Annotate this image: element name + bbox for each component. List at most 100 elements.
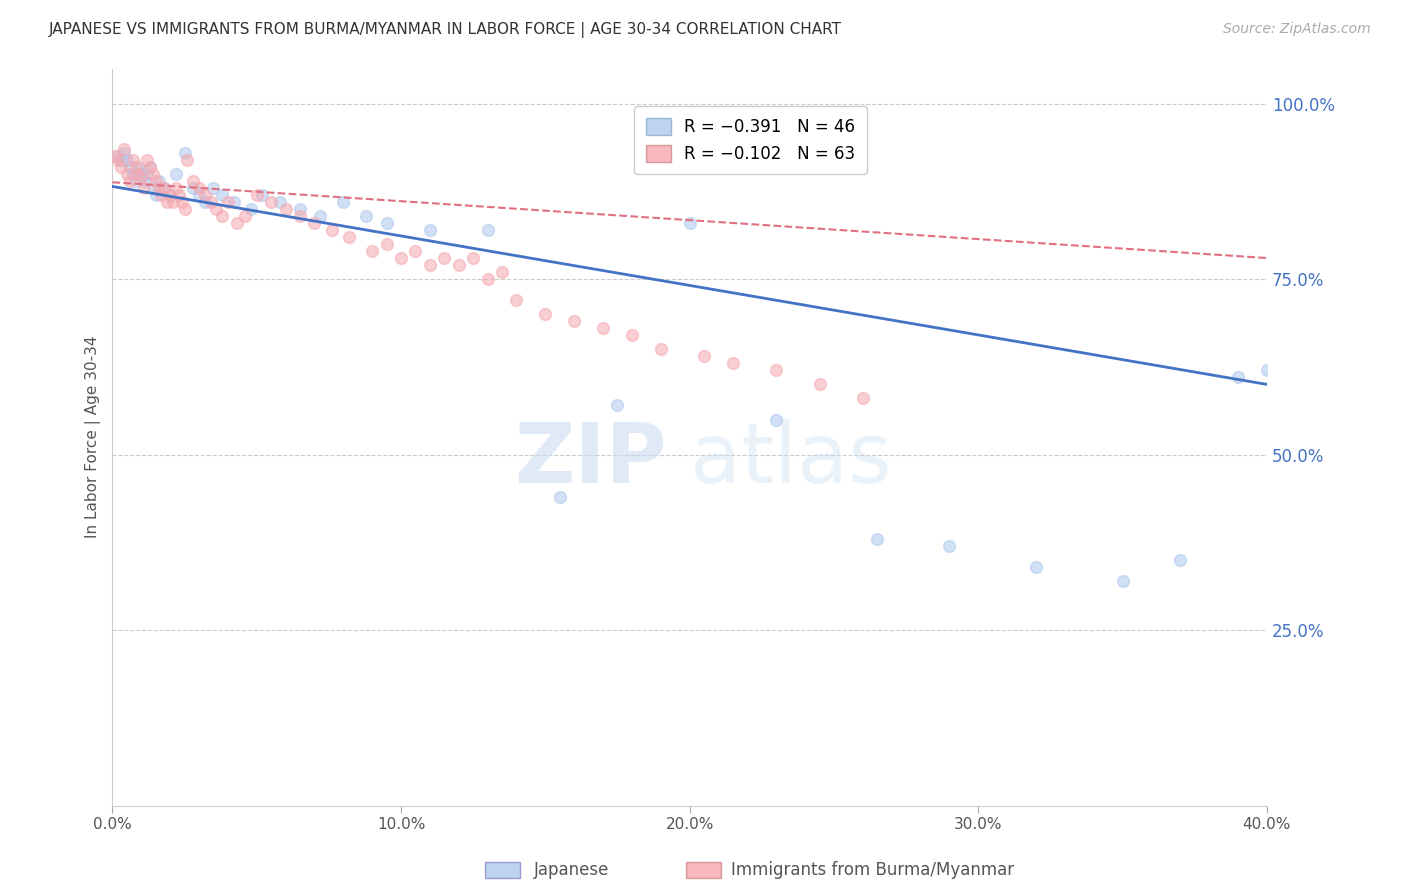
Point (233, 209, 256, 223)
Point (211, 209, 233, 223)
Point (145, 187, 167, 202)
Point (115, 167, 138, 181)
Point (124, 160, 146, 174)
Point (606, 399, 628, 413)
Point (188, 181, 211, 195)
Point (139, 160, 162, 174)
Point (217, 194, 239, 209)
Point (145, 174, 167, 188)
Point (1168, 553, 1191, 567)
Point (118, 160, 141, 174)
Point (127, 167, 149, 181)
Point (110, 153, 132, 167)
Point (592, 321, 614, 335)
Point (419, 223, 441, 237)
Point (148, 174, 170, 188)
Point (375, 237, 398, 252)
Point (404, 244, 426, 258)
Point (721, 356, 744, 370)
Point (107, 149, 129, 163)
Point (447, 258, 470, 272)
Point (866, 532, 889, 546)
Point (148, 181, 170, 195)
Point (222, 194, 245, 209)
Point (181, 181, 204, 195)
Point (562, 314, 585, 328)
Point (288, 202, 311, 216)
Point (194, 194, 217, 209)
Point (115, 153, 138, 167)
Text: atlas: atlas (690, 418, 891, 500)
Point (153, 181, 176, 195)
Point (202, 181, 225, 195)
Point (361, 244, 384, 258)
Point (1227, 370, 1250, 384)
Point (129, 167, 152, 181)
Point (129, 170, 152, 185)
Point (112, 142, 135, 156)
Point (620, 328, 643, 343)
Point (321, 223, 343, 237)
Point (159, 187, 181, 202)
Point (134, 174, 156, 188)
Point (165, 167, 187, 181)
Point (1025, 560, 1047, 574)
Point (389, 251, 412, 265)
Point (188, 187, 211, 202)
Point (112, 145, 135, 160)
Point (142, 181, 165, 195)
Point (150, 187, 173, 202)
Point (491, 265, 513, 279)
Point (104, 149, 127, 163)
Point (173, 202, 195, 216)
Point (337, 230, 360, 244)
Y-axis label: In Labor Force | Age 30-34: In Labor Force | Age 30-34 (86, 335, 101, 538)
Text: Japanese: Japanese (534, 861, 610, 879)
Point (274, 202, 297, 216)
Point (852, 392, 875, 406)
Point (239, 202, 262, 216)
Point (205, 202, 228, 216)
Point (534, 307, 557, 321)
Point (463, 251, 485, 265)
Point (118, 174, 141, 188)
Point (1111, 574, 1133, 588)
Point (176, 153, 198, 167)
Point (477, 223, 499, 237)
Point (156, 194, 179, 209)
Point (136, 153, 159, 167)
Point (548, 490, 571, 504)
Point (246, 187, 269, 202)
Point (173, 145, 195, 160)
Point (181, 174, 204, 188)
Point (938, 539, 960, 553)
Point (693, 349, 716, 363)
Point (153, 181, 176, 195)
Point (375, 216, 398, 230)
Point (139, 160, 162, 174)
Point (260, 194, 283, 209)
Text: ZIP: ZIP (515, 418, 666, 500)
Point (269, 194, 291, 209)
Point (127, 160, 149, 174)
Text: JAPANESE VS IMMIGRANTS FROM BURMA/MYANMAR IN LABOR FORCE | AGE 30-34 CORRELATION: JAPANESE VS IMMIGRANTS FROM BURMA/MYANMA… (49, 22, 842, 38)
Point (121, 153, 143, 167)
Point (288, 209, 311, 223)
Point (252, 187, 274, 202)
Point (194, 187, 217, 202)
Point (107, 153, 129, 167)
Text: Source: ZipAtlas.com: Source: ZipAtlas.com (1223, 22, 1371, 37)
Point (121, 167, 143, 181)
Point (134, 181, 156, 195)
Point (650, 343, 672, 357)
Point (433, 251, 456, 265)
Point (211, 187, 233, 202)
Point (142, 167, 165, 181)
Point (309, 209, 332, 223)
Point (765, 363, 787, 377)
Point (159, 187, 181, 202)
Point (304, 216, 326, 230)
Point (679, 216, 702, 230)
Point (765, 412, 787, 426)
Legend: R = −0.391   N = 46, R = −0.102   N = 63: R = −0.391 N = 46, R = −0.102 N = 63 (634, 106, 868, 174)
